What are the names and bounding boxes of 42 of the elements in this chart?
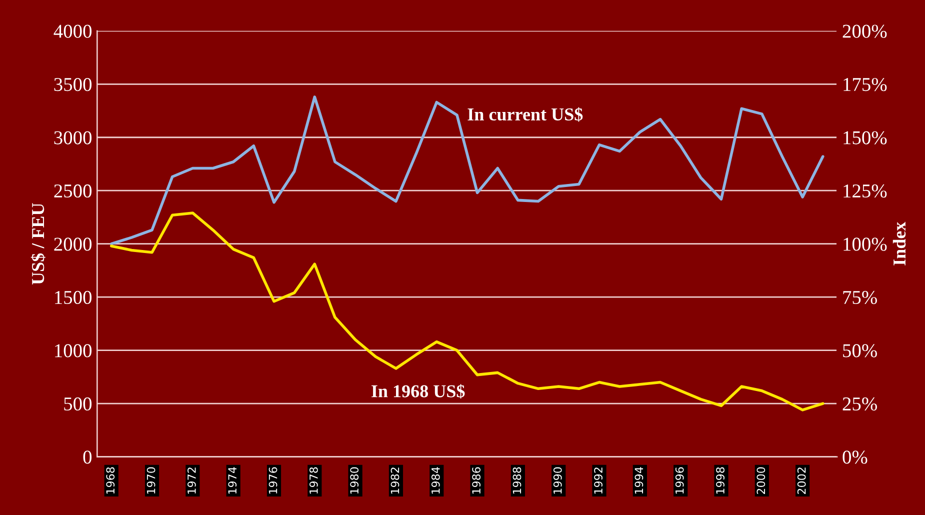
x-tick-label: 1968 <box>106 467 115 494</box>
series-label: In 1968 US$ <box>372 384 465 399</box>
y2-tick-label: 200% <box>842 24 887 38</box>
line-series <box>110 96 824 246</box>
y2-tick-label: 25% <box>842 397 877 411</box>
y-tick-label: 3000 <box>54 131 92 144</box>
x-tick-label: 1972 <box>187 468 196 494</box>
y-axis-title: US$ / FEU <box>30 203 46 285</box>
y2-tick-label: 50% <box>843 344 877 358</box>
y-tick-label: 4000 <box>54 24 92 38</box>
x-tick-label: 1970 <box>146 467 156 494</box>
x-tick-label: 1994 <box>634 467 644 494</box>
y-tick-label: 1000 <box>55 344 92 358</box>
x-tick-label: 1982 <box>390 468 400 494</box>
y2-tick-label: 75% <box>843 290 877 304</box>
y2-tick-label: 175% <box>844 78 887 92</box>
y-tick-label: 3500 <box>54 78 92 92</box>
y2-tick-label: 125% <box>844 184 887 198</box>
y-tick-label: 500 <box>64 397 92 411</box>
x-tick-label: 2002 <box>797 468 806 494</box>
x-tick-label: 1984 <box>431 467 440 494</box>
x-tick-label: 1978 <box>309 467 318 494</box>
y2-tick-label: 100% <box>844 238 887 251</box>
x-tick-label: 1998 <box>716 467 724 494</box>
line-series <box>110 212 824 412</box>
x-tick-label: 2000 <box>756 467 766 494</box>
y-tick-label: 1500 <box>55 290 92 304</box>
y2-tick-label: 150% <box>844 131 887 144</box>
y2-tick-label: 0% <box>842 450 868 464</box>
x-tick-label: 1980 <box>350 467 359 494</box>
y-tick-label: 2500 <box>54 184 92 198</box>
x-tick-label: 1988 <box>512 467 522 494</box>
y2-axis-title: Index <box>892 222 906 266</box>
x-tick-label: 1974 <box>228 467 237 494</box>
x-tick-label: 1986 <box>472 467 481 494</box>
x-tick-label: 1996 <box>675 467 684 494</box>
x-tick-label: 1992 <box>594 468 602 494</box>
x-tick-label: 1990 <box>553 467 562 494</box>
y-tick-label: 0 <box>83 450 92 464</box>
y-tick-label: 2000 <box>54 238 92 251</box>
x-tick-label: 1976 <box>268 467 278 494</box>
series-label: In current US$ <box>468 107 583 122</box>
